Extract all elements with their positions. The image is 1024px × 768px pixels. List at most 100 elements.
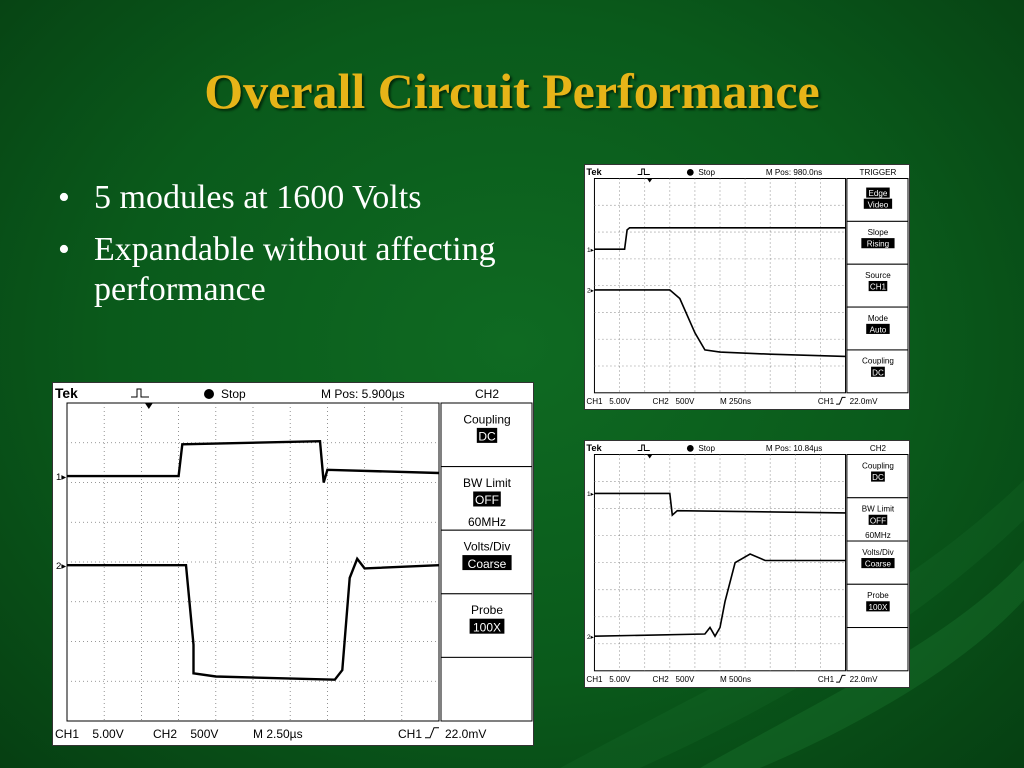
readout-trigger-level: 22.0mV <box>445 727 486 741</box>
menu-item[interactable] <box>846 627 909 672</box>
scope-screen: Tek Stop M Pos: 10.84µs CH2 1▸ 2▸ Coupling DC BW… <box>586 443 909 684</box>
menu-item-value: Rising <box>867 240 890 249</box>
menu-item-label: Mode <box>868 314 889 323</box>
menu-item-label: Coupling <box>862 357 894 366</box>
slide-title: Overall Circuit Performance <box>204 63 820 119</box>
waveform-ch2 <box>594 553 846 638</box>
scope-screen: Tek Stop M Pos: 5.900µs CH2 1▸ 2▸ Coupling DC BW… <box>55 386 533 741</box>
channel-marker-icon: 2▸ <box>56 561 66 572</box>
waveform-ch1 <box>594 226 846 251</box>
menu-item-label: BW Limit <box>463 476 512 490</box>
menu-item[interactable]: Mode Auto <box>846 306 909 351</box>
waveform-ch1 <box>67 439 440 483</box>
bullet-text: Expandable without affecting performance <box>94 231 496 308</box>
graticule <box>593 178 847 394</box>
channel-marker-icon: 2▸ <box>587 634 595 641</box>
menu-item-label: Slope <box>868 228 889 237</box>
menu-item[interactable]: Edge Video <box>846 178 909 222</box>
menu-item-label: Coupling <box>862 461 894 470</box>
menu-item[interactable]: Coupling DC <box>846 454 909 499</box>
menu-item[interactable]: BW Limit OFF 60MHz <box>440 466 533 531</box>
menu-item[interactable]: Probe 100X <box>440 593 533 658</box>
bullet-icon: • <box>58 179 70 216</box>
readout-ch2: CH2 500V <box>653 397 695 406</box>
run-status-label: Stop <box>698 168 715 177</box>
menu-item-label: Probe <box>867 591 889 600</box>
menu-item-value: OFF <box>870 516 886 525</box>
bullet-item: • 5 modules at 1600 Volts <box>58 178 538 218</box>
channel-marker-icon: 1▸ <box>587 247 595 254</box>
scope-brand-label: Tek <box>586 167 602 177</box>
oscilloscope-capture-main: Tek Stop M Pos: 5.900µs CH2 1▸ 2▸ Coupling DC BW… <box>52 382 534 746</box>
menu-item-label: Coupling <box>463 412 510 426</box>
graticule <box>593 454 847 672</box>
menu-item[interactable]: Coupling DC <box>440 402 533 468</box>
readout-ch1: CH1 5.00V <box>55 727 124 741</box>
menu-item[interactable]: BW Limit OFF 60MHz <box>846 497 909 542</box>
menu-item-value: 100X <box>868 603 888 612</box>
menu-item[interactable]: Source CH1 <box>846 263 909 308</box>
menu-item-label: Probe <box>471 603 503 617</box>
readout-trigger-source: CH1 <box>818 397 835 406</box>
acquisition-icon <box>637 168 650 175</box>
rising-edge-icon <box>836 674 846 683</box>
menu-item-value: Auto <box>870 325 887 334</box>
readout-trigger-level: 22.0mV <box>850 675 878 684</box>
readout-trigger-source: CH1 <box>398 727 422 741</box>
readout-ch1: CH1 5.00V <box>586 675 631 684</box>
menu-item[interactable]: Slope Rising <box>846 220 909 265</box>
readout-trigger-source: CH1 <box>818 675 835 684</box>
readout-m: M 250ns <box>720 397 751 406</box>
run-status-icon <box>686 169 694 176</box>
trigger-position-icon <box>144 403 153 409</box>
channel-marker-icon: 1▸ <box>587 491 595 498</box>
menu-item-label: BW Limit <box>862 505 895 514</box>
menu-title: CH2 <box>475 387 499 401</box>
scope-screen: Tek Stop M Pos: 980.0ns TRIGGER 1▸ 2▸ Edge Vide… <box>586 167 909 406</box>
acquisition-icon <box>637 444 650 451</box>
rising-edge-icon <box>836 396 846 405</box>
run-status-icon <box>204 389 214 399</box>
readout-m: M 2.50µs <box>253 727 303 741</box>
menu-item-value: Coarse <box>865 560 892 569</box>
scope-brand-label: Tek <box>55 386 78 401</box>
trigger-position-icon <box>646 454 653 459</box>
menu-item[interactable]: Coupling DC <box>846 349 909 394</box>
waveform-ch2 <box>594 289 846 358</box>
menu-item[interactable] <box>440 656 533 722</box>
oscilloscope-capture-top-right: Tek Stop M Pos: 980.0ns TRIGGER 1▸ 2▸ Edge Vide… <box>584 164 910 410</box>
readout-ch1: CH1 5.00V <box>586 397 631 406</box>
bullet-text: 5 modules at 1600 Volts <box>94 179 422 216</box>
menu-item-extra: 60MHz <box>865 531 891 540</box>
run-status-icon <box>686 445 694 452</box>
menu-item-value: Coarse <box>468 557 507 571</box>
readout-trigger-level: 22.0mV <box>850 397 878 406</box>
menu-item-value: 100X <box>473 620 501 634</box>
menu-item-value: DC <box>872 368 884 377</box>
acquisition-icon <box>131 388 149 398</box>
horizontal-position-label: M Pos: 5.900µs <box>321 387 405 401</box>
menu-item-label: Volts/Div <box>464 540 511 554</box>
readout-ch2: CH2 500V <box>153 727 218 741</box>
menu-item[interactable]: Probe 100X <box>846 583 909 629</box>
menu-item-value: OFF <box>475 493 499 507</box>
readout-m: M 500ns <box>720 675 751 684</box>
menu-item-value: DC <box>872 473 884 482</box>
waveform-ch2 <box>67 556 440 681</box>
menu-item[interactable]: Volts/Div Coarse <box>846 540 909 585</box>
bullet-icon: • <box>58 231 70 268</box>
menu-item-value: CH1 <box>870 283 887 292</box>
menu-item-extra: 60MHz <box>468 515 506 529</box>
menu-item-label: Source <box>865 271 891 280</box>
oscilloscope-capture-bottom-right: Tek Stop M Pos: 10.84µs CH2 1▸ 2▸ Coupling DC BW… <box>584 440 910 688</box>
waveform-ch1 <box>594 492 846 517</box>
bullet-list: • 5 modules at 1600 Volts • Expandable wit… <box>58 178 538 322</box>
channel-marker-icon: 2▸ <box>587 288 595 295</box>
menu-item[interactable]: Volts/Div Coarse <box>440 529 533 595</box>
run-status-label: Stop <box>698 444 715 453</box>
run-status-label: Stop <box>221 387 246 401</box>
bullet-item: • Expandable without affecting performanc… <box>58 230 538 310</box>
channel-marker-icon: 1▸ <box>56 472 66 483</box>
scope-brand-label: Tek <box>586 443 602 453</box>
horizontal-position-label: M Pos: 10.84µs <box>766 444 822 453</box>
